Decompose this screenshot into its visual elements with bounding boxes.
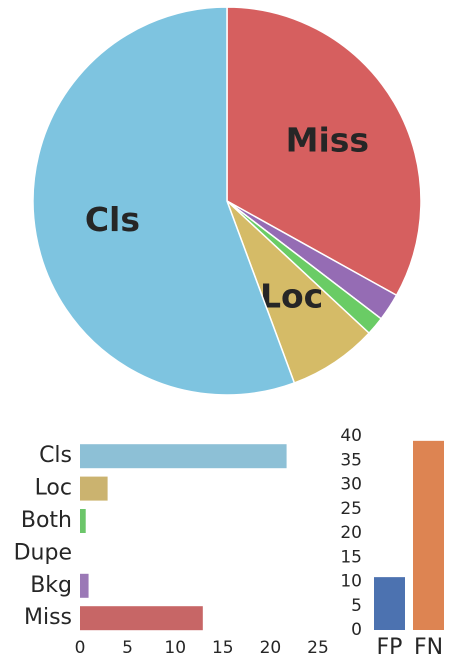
- y-tick-label: 25: [340, 499, 362, 519]
- y-tick-label: 20: [340, 523, 362, 543]
- pie-label: Loc: [260, 276, 323, 315]
- x-tick-label: 5: [122, 638, 133, 658]
- y-tick-label: 35: [340, 450, 362, 470]
- bar: [80, 509, 86, 533]
- x-tick-label: FN: [414, 635, 443, 660]
- pie-label: Miss: [286, 120, 369, 159]
- bar: [374, 577, 405, 630]
- pie-slice: [32, 6, 296, 396]
- y-tick-label: Cls: [39, 443, 72, 468]
- y-tick-label: Dupe: [14, 540, 72, 565]
- y-tick-label: 0: [351, 620, 362, 640]
- y-tick-label: Bkg: [30, 573, 72, 598]
- x-tick-label: 15: [212, 638, 234, 658]
- bar: [80, 573, 89, 598]
- pie-slice: [226, 6, 422, 297]
- y-tick-label: Loc: [35, 476, 72, 501]
- y-tick-label: 10: [340, 572, 362, 592]
- y-tick-label: 15: [340, 547, 362, 567]
- y-tick-label: 5: [351, 596, 362, 616]
- bar: [80, 444, 287, 469]
- bar: [80, 476, 108, 501]
- y-tick-label: Miss: [24, 605, 72, 630]
- y-tick-label: 40: [340, 426, 362, 446]
- y-tick-label: Both: [21, 508, 72, 533]
- pie-label: Cls: [85, 200, 140, 239]
- x-tick-label: 0: [75, 638, 86, 658]
- bar: [413, 440, 444, 630]
- bar: [80, 606, 203, 631]
- x-tick-label: 10: [164, 638, 186, 658]
- y-tick-label: 30: [340, 475, 362, 495]
- x-tick-label: 25: [307, 638, 329, 658]
- x-tick-label: FP: [377, 635, 403, 660]
- x-tick-label: 20: [260, 638, 282, 658]
